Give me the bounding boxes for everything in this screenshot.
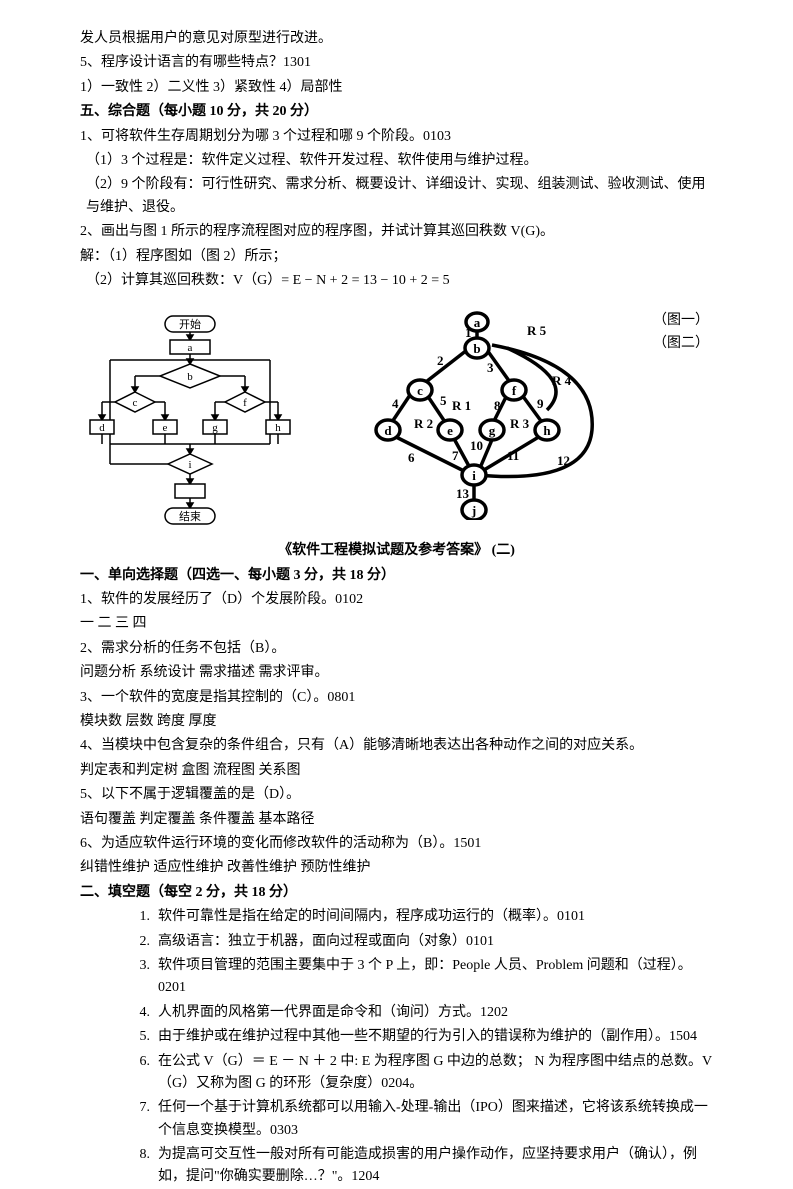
svg-text:c: c bbox=[133, 397, 138, 409]
fill-blank-list: 1.软件可靠性是指在给定的时间间隔内，程序成功运行的（概率）。0101 2.高级… bbox=[80, 906, 713, 1189]
body-line: 1、可将软件生存周期划分为哪 3 个过程和哪 9 个阶段。0103 bbox=[80, 126, 713, 148]
svg-text:3: 3 bbox=[487, 360, 494, 375]
svg-text:R 2: R 2 bbox=[414, 416, 433, 431]
svg-text:c: c bbox=[417, 383, 423, 398]
list-item: 4.人机界面的风格第一代界面是命令和（询问）方式。1202 bbox=[130, 1002, 713, 1024]
svg-text:结束: 结束 bbox=[179, 510, 201, 523]
svg-text:i: i bbox=[188, 459, 191, 471]
body-line: 判定表和判定树 盒图 流程图 关系图 bbox=[80, 760, 713, 782]
body-line: 2、需求分析的任务不包括（B）。 bbox=[80, 638, 713, 660]
svg-text:10: 10 bbox=[470, 438, 483, 453]
svg-text:R 3: R 3 bbox=[510, 416, 530, 431]
svg-text:g: g bbox=[488, 423, 495, 438]
figure-row: 开始 a b c d e f g bbox=[80, 310, 713, 530]
svg-text:R 5: R 5 bbox=[527, 323, 547, 338]
svg-text:13: 13 bbox=[456, 486, 470, 501]
body-line: 发人员根据用户的意见对原型进行改进。 bbox=[80, 28, 713, 50]
svg-text:h: h bbox=[275, 422, 281, 434]
svg-text:1: 1 bbox=[465, 325, 472, 340]
svg-text:a: a bbox=[473, 315, 480, 330]
svg-text:f: f bbox=[243, 397, 247, 409]
svg-text:2: 2 bbox=[437, 353, 444, 368]
svg-text:b: b bbox=[187, 371, 193, 383]
list-item: 6.在公式 V（G）＝ E － N ＋ 2 中: E 为程序图 G 中边的总数；… bbox=[130, 1051, 713, 1096]
svg-text:g: g bbox=[212, 422, 218, 434]
body-line: （2）计算其巡回秩数：V（G）= E − N + 2 = 13 − 10 + 2… bbox=[80, 270, 713, 292]
svg-text:11: 11 bbox=[507, 448, 519, 463]
list-item: 7.任何一个基于计算机系统都可以用输入-处理-输出（IPO）图来描述，它将该系统… bbox=[130, 1097, 713, 1142]
body-line: 一 二 三 四 bbox=[80, 613, 713, 635]
svg-text:8: 8 bbox=[494, 398, 501, 413]
svg-text:d: d bbox=[99, 422, 105, 434]
svg-text:5: 5 bbox=[440, 393, 447, 408]
svg-text:i: i bbox=[472, 468, 476, 483]
body-line: 3、一个软件的宽度是指其控制的（C）。0801 bbox=[80, 687, 713, 709]
svg-text:d: d bbox=[384, 423, 392, 438]
svg-text:f: f bbox=[511, 383, 516, 398]
svg-text:a: a bbox=[188, 342, 193, 354]
svg-text:e: e bbox=[447, 423, 453, 438]
body-line: （1）3 个过程是：软件定义过程、软件开发过程、软件使用与维护过程。 bbox=[80, 150, 713, 172]
svg-text:R 1: R 1 bbox=[452, 398, 471, 413]
figure-caption-col: （图一） （图二） bbox=[653, 310, 713, 355]
body-line: 6、为适应软件运行环境的变化而修改软件的活动称为（B）。1501 bbox=[80, 833, 713, 855]
svg-text:4: 4 bbox=[392, 396, 399, 411]
svg-text:开始: 开始 bbox=[179, 317, 201, 331]
section-heading: 二、填空题（每空 2 分，共 18 分） bbox=[80, 882, 713, 904]
list-item: 3.软件项目管理的范围主要集中于 3 个 P 上，即：People 人员、Pro… bbox=[130, 955, 713, 1000]
svg-text:j: j bbox=[470, 503, 475, 518]
body-line: 5、程序设计语言的有哪些特点？1301 bbox=[80, 52, 713, 74]
svg-text:12: 12 bbox=[557, 453, 570, 468]
svg-text:b: b bbox=[473, 341, 480, 356]
svg-text:h: h bbox=[543, 423, 551, 438]
section-heading: 五、综合题（每小题 10 分，共 20 分） bbox=[80, 101, 713, 123]
document-title: 《软件工程模拟试题及参考答案》 (二) bbox=[80, 540, 713, 562]
body-line: 模块数 层数 跨度 厚度 bbox=[80, 711, 713, 733]
body-line: 问题分析 系统设计 需求描述 需求评审。 bbox=[80, 662, 713, 684]
svg-text:6: 6 bbox=[408, 450, 415, 465]
body-line: （2）9 个阶段有：可行性研究、需求分析、概要设计、详细设计、实现、组装测试、验… bbox=[80, 174, 713, 219]
svg-text:7: 7 bbox=[452, 448, 459, 463]
list-item: 8.为提高可交互性一般对所有可能造成损害的用户操作动作，应坚持要求用户（确认），… bbox=[130, 1144, 713, 1189]
flowchart-figure: 开始 a b c d e f g bbox=[80, 310, 300, 530]
svg-text:R 4: R 4 bbox=[552, 373, 572, 388]
body-line: 语句覆盖 判定覆盖 条件覆盖 基本路径 bbox=[80, 809, 713, 831]
body-line: 1）一致性 2）二义性 3）紧致性 4）局部性 bbox=[80, 77, 713, 99]
body-line: 1、软件的发展经历了（D）个发展阶段。0102 bbox=[80, 589, 713, 611]
body-line: 解：（1）程序图如（图 2）所示； bbox=[80, 246, 713, 268]
body-line: 5、以下不属于逻辑覆盖的是（D）。 bbox=[80, 784, 713, 806]
body-line: 4、当模块中包含复杂的条件组合，只有（A）能够清晰地表达出各种动作之间的对应关系… bbox=[80, 735, 713, 757]
figure-caption: （图一） bbox=[653, 310, 713, 332]
graph-figure: a b c d e f g h i j 1 2 3 4 5 6 7 8 9 10… bbox=[352, 310, 602, 520]
figure-caption: （图二） bbox=[653, 333, 713, 355]
section-heading: 一、单向选择题（四选一、每小题 3 分，共 18 分） bbox=[80, 565, 713, 587]
list-item: 1.软件可靠性是指在给定的时间间隔内，程序成功运行的（概率）。0101 bbox=[130, 906, 713, 928]
body-line: 纠错性维护 适应性维护 改善性维护 预防性维护 bbox=[80, 857, 713, 879]
body-line: 2、画出与图 1 所示的程序流程图对应的程序图，并试计算其巡回秩数 V(G)。 bbox=[80, 221, 713, 243]
list-item: 5.由于维护或在维护过程中其他一些不期望的行为引入的错误称为维护的（副作用）。1… bbox=[130, 1026, 713, 1048]
svg-text:e: e bbox=[163, 422, 168, 434]
svg-text:9: 9 bbox=[537, 396, 544, 411]
list-item: 2.高级语言：独立于机器，面向过程或面向（对象）0101 bbox=[130, 931, 713, 953]
